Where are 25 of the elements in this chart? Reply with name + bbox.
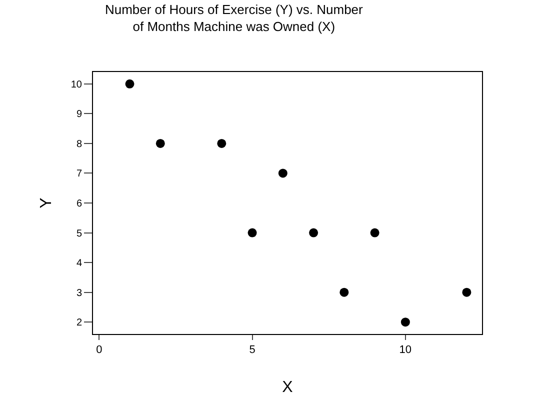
y-tick-label: 3 (76, 288, 82, 299)
y-tick-label: 10 (70, 79, 82, 90)
point (340, 288, 349, 297)
point (462, 288, 472, 297)
point (400, 318, 410, 327)
y-axis-title: Y (38, 197, 55, 208)
x-tick-label: 10 (399, 344, 412, 356)
x-tick-label: 5 (249, 344, 256, 356)
point (248, 228, 257, 238)
y-tick-label: 9 (76, 109, 82, 120)
point (156, 138, 165, 148)
x-axis-title: X (282, 379, 294, 396)
y-tick-label: 2 (76, 318, 82, 329)
point (278, 168, 288, 178)
point (309, 228, 318, 238)
y-tick-label: 7 (76, 168, 82, 180)
x-tick-label: 0 (96, 344, 102, 356)
point (370, 228, 380, 238)
y-tick-label: 4 (76, 258, 82, 270)
y-tick-label: 5 (76, 228, 82, 240)
point (125, 79, 134, 88)
chart-title: Number of Hours of Exercise (Y) vs. Number of Months Machine was Owned (X) (104, 2, 364, 34)
point (217, 138, 226, 148)
y-tick-label: 6 (76, 198, 82, 210)
y-tick-label: 8 (76, 138, 82, 150)
